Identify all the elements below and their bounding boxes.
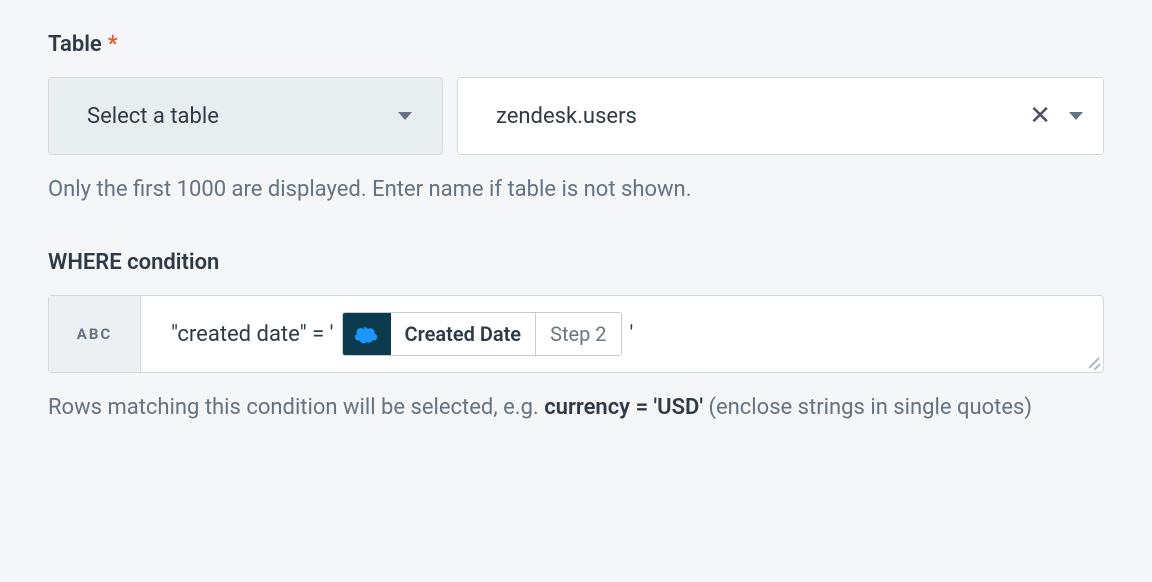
- where-helper-text: Rows matching this condition will be sel…: [48, 391, 1104, 424]
- table-field: Table * Select a table zendesk.users ✕ O…: [48, 32, 1104, 206]
- datapill-step-label: Step 2: [536, 313, 620, 355]
- where-expression[interactable]: "created date" = ' Created Date Step 2 ': [141, 296, 1103, 372]
- table-select-placeholder: Select a table: [87, 104, 219, 129]
- table-label: Table *: [48, 32, 1104, 57]
- datapill-field-label: Created Date: [391, 313, 536, 355]
- where-helper-bold: currency = 'USD': [544, 395, 703, 420]
- where-label-text: WHERE condition: [48, 250, 219, 275]
- where-helper-suffix: (enclose strings in single quotes): [703, 395, 1032, 420]
- where-helper-prefix: Rows matching this condition will be sel…: [48, 395, 544, 420]
- where-field: WHERE condition ABC "created date" = ' C…: [48, 250, 1104, 424]
- table-label-text: Table: [48, 32, 102, 57]
- where-suffix-text: ': [630, 322, 634, 347]
- where-prefix-text: "created date" = ': [171, 322, 334, 347]
- salesforce-icon: [343, 313, 391, 355]
- chevron-down-icon: [398, 112, 412, 120]
- table-helper-text: Only the first 1000 are displayed. Enter…: [48, 173, 1104, 206]
- chevron-down-icon[interactable]: [1069, 112, 1083, 120]
- where-condition-input[interactable]: ABC "created date" = ' Created Date Step…: [48, 295, 1104, 373]
- table-select-dropdown[interactable]: Select a table: [48, 77, 443, 155]
- table-name-input[interactable]: zendesk.users ✕: [457, 77, 1104, 155]
- datapill[interactable]: Created Date Step 2: [342, 312, 622, 356]
- required-indicator: *: [108, 32, 118, 57]
- where-label: WHERE condition: [48, 250, 1104, 275]
- abc-type-chip: ABC: [49, 296, 141, 372]
- table-name-value: zendesk.users: [496, 104, 1029, 129]
- clear-input-icon[interactable]: ✕: [1029, 103, 1051, 129]
